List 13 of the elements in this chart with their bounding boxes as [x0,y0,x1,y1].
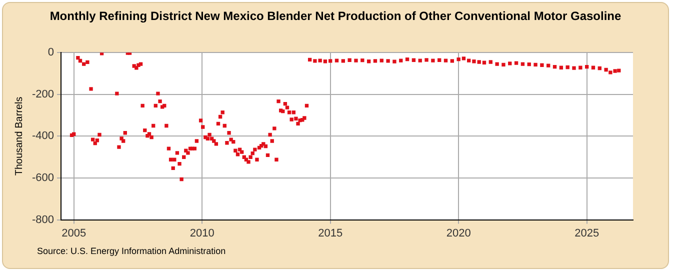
x-tick-label: 2010 [190,227,214,240]
y-tick-label: -800 [32,214,54,226]
y-tick-label: 0 [48,46,54,59]
chart-title: Monthly Refining District New Mexico Blender Net Production of Other Conventional Motor Gasoline [48,9,622,24]
y-tick-label: -200 [32,88,54,100]
x-tick-label: 2015 [318,227,343,240]
y-tick-label: -400 [32,130,54,142]
x-tick-label: 2025 [574,227,600,240]
x-tick-label: 2020 [446,227,471,240]
y-tick-label: -600 [32,172,54,184]
x-tick-label: 2005 [62,227,86,240]
y-axis-title: Thousand Barrels [14,96,25,176]
source-note: Source: U.S. Energy Information Administration [37,246,226,256]
